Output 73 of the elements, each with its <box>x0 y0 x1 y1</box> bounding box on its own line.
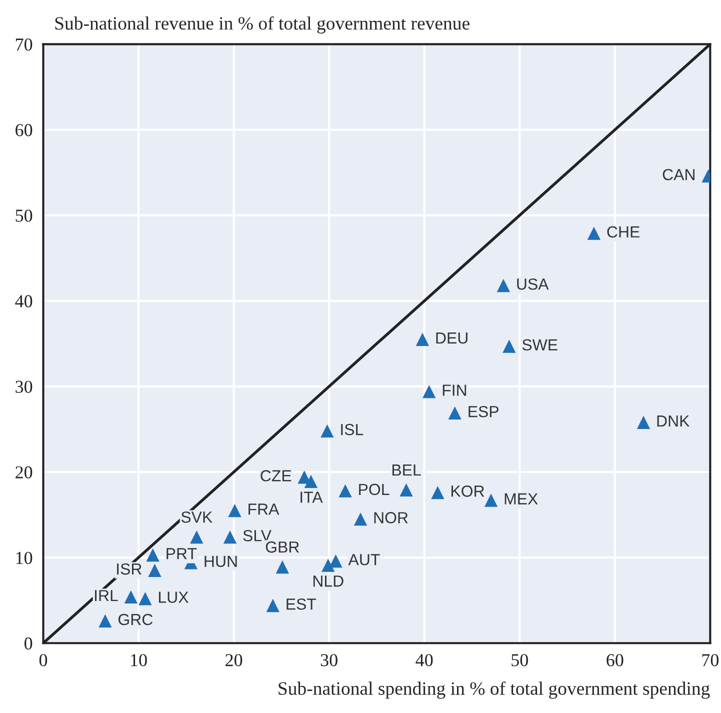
point <box>636 416 650 429</box>
annotation: SLV <box>243 530 272 542</box>
annotation: MEX <box>504 493 538 504</box>
point <box>138 592 152 606</box>
annotation: CZE <box>260 470 292 482</box>
annotation: SWE <box>522 339 558 351</box>
point <box>190 530 204 544</box>
x-tick-label: 30 <box>320 654 338 666</box>
annotation: BEL <box>392 464 421 476</box>
point <box>148 564 162 577</box>
point <box>587 226 601 240</box>
point <box>223 530 237 544</box>
y-tick-label: 10 <box>16 552 32 564</box>
point <box>416 332 430 346</box>
point <box>322 558 335 572</box>
y-tick-label: 40 <box>15 295 32 308</box>
point <box>304 474 318 488</box>
point <box>329 554 342 568</box>
y-axis-title: Sub-national revenue in % of total government revenue <box>55 16 470 34</box>
y-tick-label: 50 <box>16 210 32 222</box>
point <box>124 590 138 604</box>
annotation: ISR <box>117 563 142 575</box>
annotation: KOR <box>452 486 484 497</box>
x-axis-title: Sub-national spending in % of total government spending <box>278 681 710 699</box>
point <box>276 560 289 574</box>
annotation: LUX <box>159 592 188 603</box>
annotation: ESP <box>468 406 498 418</box>
x-tick-label: 40 <box>416 654 433 666</box>
y-tick-label: 70 <box>16 38 32 51</box>
y-tick-label: 20 <box>16 466 32 478</box>
x-tick-label: 0 <box>39 654 48 666</box>
point <box>448 406 462 420</box>
x-tick-label: 60 <box>606 654 624 666</box>
point <box>354 512 368 526</box>
y-tick-label: 0 <box>24 637 32 650</box>
point <box>228 504 242 518</box>
annotation: DEU <box>436 332 468 344</box>
annotation: CAN <box>662 168 694 180</box>
point <box>484 494 498 507</box>
annotation: PRT <box>166 548 197 560</box>
annotation: EST <box>286 598 316 610</box>
annotation: GRC <box>118 614 153 626</box>
annotation: POL <box>359 484 390 496</box>
y-tick-label: 30 <box>16 380 32 393</box>
annotation: IRL <box>95 590 118 602</box>
x-tick-label: 50 <box>512 654 528 666</box>
point <box>400 483 413 497</box>
x-tick-label: 20 <box>226 654 242 666</box>
annotation: ISL <box>341 424 364 436</box>
annotation: FRA <box>248 504 280 515</box>
point <box>266 598 280 612</box>
annotation: NOR <box>374 512 408 524</box>
point <box>502 340 516 353</box>
annotation: ITA <box>300 492 323 503</box>
point <box>98 614 112 628</box>
point <box>146 548 160 562</box>
point <box>422 384 436 398</box>
annotation: AUT <box>348 554 380 566</box>
x-tick-label: 70 <box>702 654 719 666</box>
point <box>320 424 334 438</box>
annotation: USA <box>517 278 549 290</box>
annotation: NLD <box>313 576 344 587</box>
annotation: SVK <box>181 511 212 523</box>
annotation: CHE <box>607 226 640 238</box>
point <box>496 278 510 292</box>
annotation: FIN <box>442 384 466 396</box>
annotation: GBR <box>266 541 299 553</box>
y-tick-label: 60 <box>16 124 32 136</box>
annotation: HUN <box>204 556 237 567</box>
annotation: DNK <box>657 416 690 427</box>
x-tick-label: 10 <box>131 654 147 666</box>
point <box>431 486 444 500</box>
point <box>338 484 352 498</box>
